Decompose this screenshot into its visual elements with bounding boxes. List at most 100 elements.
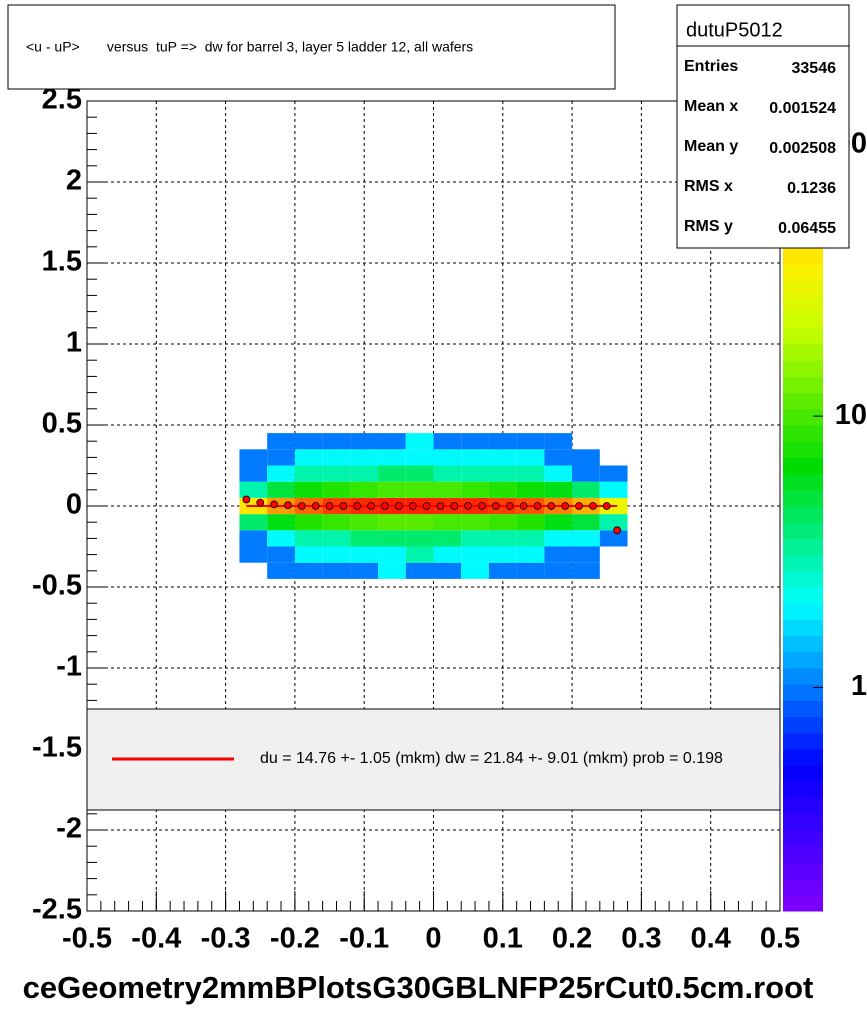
cell [516, 562, 545, 579]
cell [488, 514, 517, 531]
colorbar-segment [783, 700, 823, 718]
cell [322, 449, 351, 466]
cell [350, 514, 379, 531]
cell [544, 465, 573, 482]
y-tick-label: -1.5 [32, 732, 82, 764]
profile-point [381, 502, 389, 510]
cell [433, 481, 462, 498]
profile-point [408, 502, 417, 510]
profile-point [284, 501, 292, 510]
profile-point [533, 502, 542, 510]
cell [405, 562, 434, 579]
cell [544, 546, 573, 563]
colorbar-segment [783, 311, 823, 329]
cell [405, 530, 434, 547]
cell [544, 562, 573, 579]
cell [239, 481, 268, 498]
profile-point [575, 502, 583, 510]
cell [294, 449, 323, 466]
x-tick-label: 0 [425, 923, 441, 955]
cell [378, 546, 406, 563]
colorbar-segment [783, 441, 823, 458]
cell [378, 562, 406, 579]
profile-point [464, 502, 473, 510]
cell [461, 514, 489, 531]
colorbar-segment [783, 749, 823, 766]
cell [350, 530, 379, 547]
cell [294, 514, 323, 531]
stats-label: RMS y [684, 218, 733, 235]
colorbar-segment [783, 765, 823, 782]
cell [239, 530, 268, 547]
title-box [7, 4, 616, 90]
y-tick-label: -2.5 [32, 894, 82, 926]
colorbar-segment [783, 846, 823, 863]
x-tick-label: 0.2 [552, 923, 592, 955]
stats-label: Entries [684, 58, 738, 75]
cell [405, 433, 434, 450]
profile-point [478, 502, 486, 510]
cell [322, 433, 351, 450]
cell [544, 481, 573, 498]
cell [294, 530, 323, 547]
x-tick-label: -0.5 [62, 923, 112, 955]
colorbar-segment [783, 263, 823, 280]
cell [322, 514, 351, 531]
cell [267, 433, 295, 450]
colorbar-segment [783, 668, 823, 685]
cell [488, 562, 517, 579]
cell [405, 481, 434, 498]
colorbar-segment [783, 830, 823, 847]
cell [488, 433, 517, 450]
cell [294, 481, 323, 498]
cell [461, 449, 489, 466]
profile-point [256, 498, 265, 507]
colorbar-segment [783, 862, 823, 880]
colorbar-segment [783, 279, 823, 296]
cell [461, 562, 489, 579]
stats-value: 0.06455 [778, 220, 836, 237]
cell [572, 530, 600, 547]
cell [433, 449, 462, 466]
x-tick-label: 0.4 [691, 923, 731, 955]
cell [294, 433, 323, 450]
cell [294, 546, 323, 563]
cell [572, 514, 600, 531]
stats-box [676, 4, 850, 249]
cell [322, 465, 351, 482]
cell [267, 546, 295, 563]
legend-text: du = 14.76 +- 1.05 (mkm) dw = 21.84 +- 9… [260, 750, 723, 767]
cell [599, 530, 628, 547]
colorbar-segment [783, 732, 823, 750]
cell [433, 530, 462, 547]
x-tick-label: -0.2 [270, 923, 320, 955]
profile-point [491, 502, 500, 510]
profile-point [339, 502, 348, 510]
profile-point [450, 502, 459, 510]
cell [405, 465, 434, 482]
profile-point [547, 502, 556, 510]
z-tick-label: 1 [851, 670, 867, 702]
cell [516, 514, 545, 531]
stats-label: Mean y [684, 138, 738, 155]
profile-point [325, 502, 334, 510]
cell [350, 465, 379, 482]
profile-point [519, 502, 528, 510]
colorbar-segment [783, 425, 823, 442]
y-tick-label: -2 [56, 813, 82, 845]
profile-point [602, 502, 611, 510]
profile-point [561, 502, 570, 510]
cell [239, 514, 268, 531]
cell [572, 562, 600, 579]
profile-point [367, 502, 376, 510]
cell [544, 530, 573, 547]
y-tick-label: 1 [66, 327, 82, 359]
colorbar-segment [783, 894, 823, 912]
colorbar-segment [783, 344, 823, 361]
stats-value: 0.001524 [769, 100, 836, 117]
cell [350, 433, 379, 450]
colorbar-segment [783, 489, 823, 507]
colorbar-segment [783, 408, 823, 426]
cell [433, 562, 462, 579]
stats-value: 0.002508 [769, 140, 836, 157]
